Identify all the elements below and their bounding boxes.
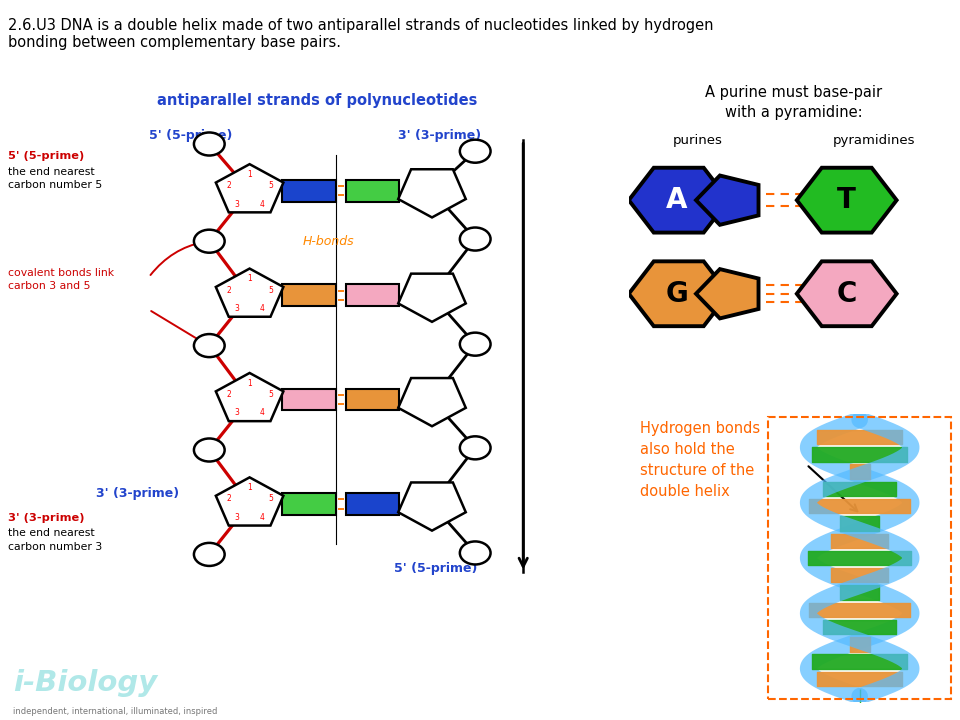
- Bar: [282, 493, 336, 515]
- Text: 1: 1: [248, 274, 252, 283]
- Text: H-bonds: H-bonds: [302, 235, 354, 248]
- Circle shape: [194, 132, 225, 156]
- Bar: [346, 493, 399, 515]
- Polygon shape: [398, 169, 466, 217]
- Polygon shape: [216, 477, 283, 526]
- Polygon shape: [629, 168, 729, 233]
- Circle shape: [460, 333, 491, 356]
- Text: 3: 3: [234, 408, 239, 418]
- Text: 5' (5-prime): 5' (5-prime): [149, 129, 232, 142]
- Text: 5: 5: [268, 495, 273, 503]
- Text: covalent bonds link
carbon 3 and 5: covalent bonds link carbon 3 and 5: [8, 268, 114, 291]
- Text: the end nearest
carbon number 3: the end nearest carbon number 3: [8, 528, 102, 552]
- Text: pyramidines: pyramidines: [832, 134, 915, 147]
- Circle shape: [194, 230, 225, 253]
- Bar: [282, 180, 336, 202]
- Circle shape: [194, 438, 225, 462]
- Text: independent, international, illuminated, inspired: independent, international, illuminated,…: [12, 706, 217, 716]
- Text: i-Biology: i-Biology: [12, 670, 157, 698]
- Polygon shape: [696, 269, 758, 318]
- Text: 3: 3: [234, 199, 239, 209]
- Bar: [346, 180, 399, 202]
- Text: 5: 5: [268, 286, 273, 294]
- Text: 4: 4: [260, 408, 265, 418]
- Circle shape: [194, 543, 225, 566]
- Text: 4: 4: [260, 513, 265, 522]
- Text: 5' (5-prime): 5' (5-prime): [394, 562, 477, 575]
- Polygon shape: [216, 373, 283, 421]
- Polygon shape: [696, 176, 758, 225]
- Bar: [282, 389, 336, 410]
- Text: A purine must base-pair
with a pyramidine:: A purine must base-pair with a pyramidin…: [706, 85, 882, 120]
- Polygon shape: [216, 164, 283, 212]
- Text: Hydrogen bonds
also hold the
structure of the
double helix: Hydrogen bonds also hold the structure o…: [640, 421, 760, 499]
- Text: 2: 2: [227, 286, 231, 294]
- Text: 2.6.U3 DNA is a double helix made of two antiparallel strands of nucleotides lin: 2.6.U3 DNA is a double helix made of two…: [8, 18, 713, 50]
- Polygon shape: [797, 261, 897, 326]
- Text: 1: 1: [248, 170, 252, 179]
- Text: C: C: [836, 280, 857, 307]
- Text: 1: 1: [248, 379, 252, 387]
- Bar: [346, 389, 399, 410]
- Text: 2: 2: [227, 495, 231, 503]
- Polygon shape: [398, 378, 466, 426]
- Circle shape: [460, 228, 491, 251]
- Text: 4: 4: [260, 304, 265, 313]
- Text: the end nearest
carbon number 5: the end nearest carbon number 5: [8, 167, 102, 190]
- Text: G: G: [665, 280, 688, 307]
- Polygon shape: [216, 269, 283, 317]
- Text: 3: 3: [234, 513, 239, 522]
- Polygon shape: [398, 274, 466, 322]
- Text: 5: 5: [268, 181, 273, 190]
- Text: 1: 1: [248, 483, 252, 492]
- Circle shape: [460, 436, 491, 459]
- Bar: [346, 284, 399, 306]
- Text: 5: 5: [268, 390, 273, 399]
- Text: T: T: [837, 186, 856, 214]
- Text: 3: 3: [234, 304, 239, 313]
- Polygon shape: [398, 482, 466, 531]
- Text: 3' (3-prime): 3' (3-prime): [398, 129, 482, 142]
- Bar: [282, 284, 336, 306]
- Text: 3' (3-prime): 3' (3-prime): [8, 513, 84, 523]
- Text: 4: 4: [260, 199, 265, 209]
- Text: A: A: [666, 186, 687, 214]
- Text: 3' (3-prime): 3' (3-prime): [96, 487, 180, 500]
- Text: 2: 2: [227, 181, 231, 190]
- Polygon shape: [797, 168, 897, 233]
- Circle shape: [194, 334, 225, 357]
- Circle shape: [460, 541, 491, 564]
- Text: 5' (5-prime): 5' (5-prime): [8, 151, 84, 161]
- Text: antiparallel strands of polynucleotides: antiparallel strands of polynucleotides: [156, 94, 477, 108]
- Circle shape: [460, 140, 491, 163]
- Text: 2: 2: [227, 390, 231, 399]
- Text: purines: purines: [673, 134, 723, 147]
- Polygon shape: [629, 261, 729, 326]
